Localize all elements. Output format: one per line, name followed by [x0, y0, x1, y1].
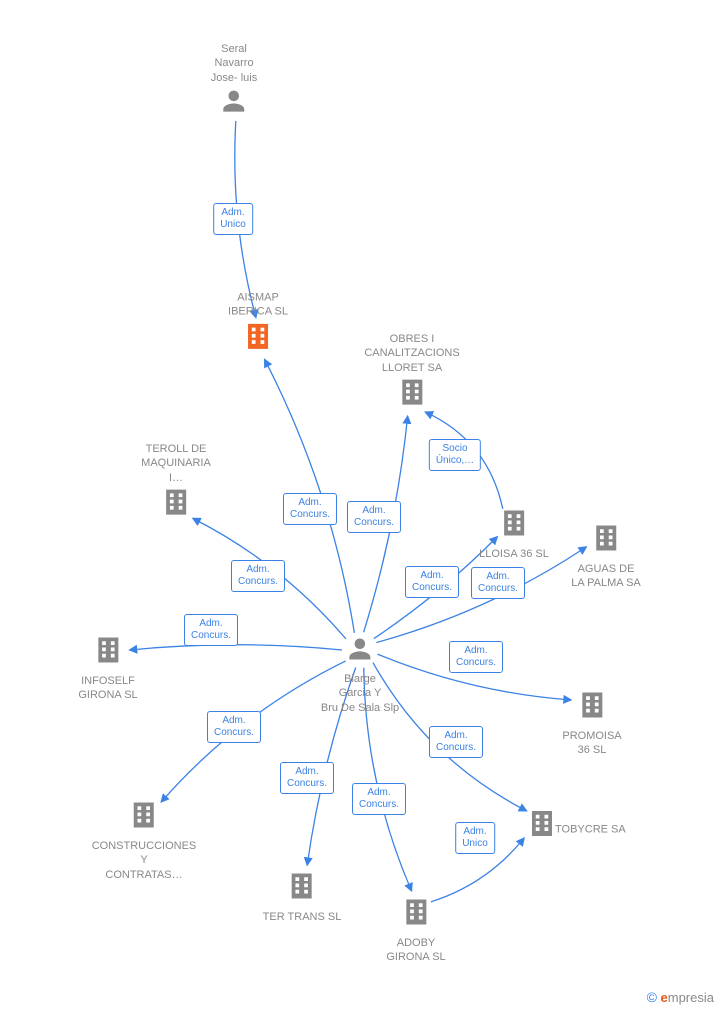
footer-brand: © empresia [647, 989, 714, 1005]
edge [426, 412, 503, 509]
edge [431, 838, 524, 901]
edge [376, 547, 586, 642]
edge [193, 519, 346, 639]
edge [373, 663, 526, 811]
edge [130, 645, 342, 650]
edge [235, 121, 256, 317]
edge [364, 668, 412, 891]
edge [364, 417, 408, 633]
edge [265, 360, 355, 633]
edge [378, 654, 571, 700]
edge [161, 661, 345, 802]
edge [307, 667, 355, 864]
